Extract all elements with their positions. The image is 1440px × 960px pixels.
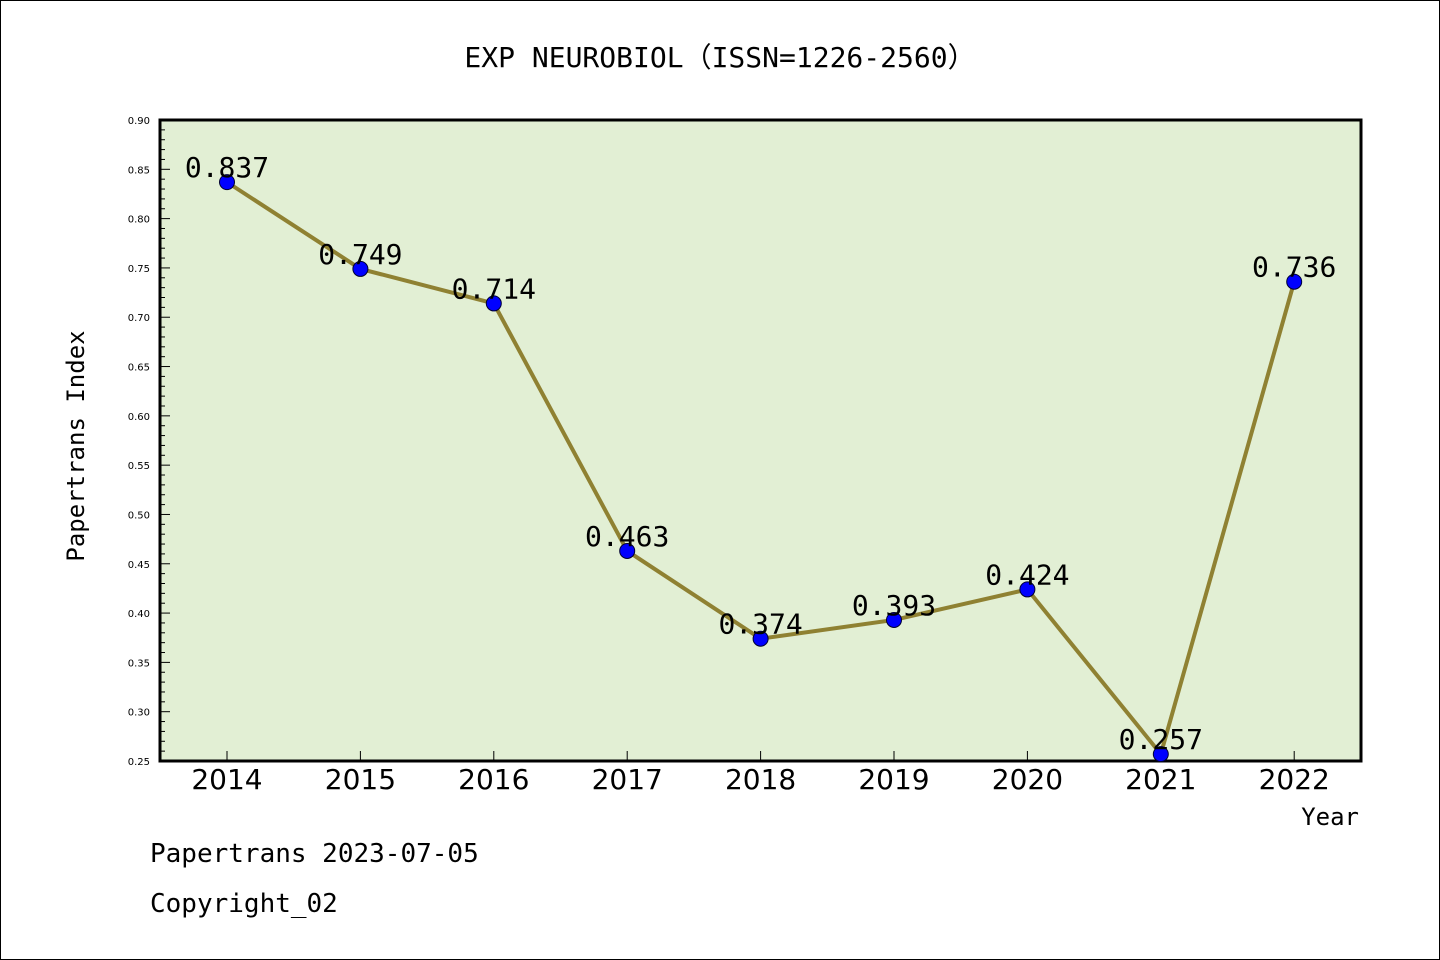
x-tick-label: 2022 [1259,763,1330,796]
y-tick-label: 0.85 [128,165,150,176]
data-point [352,260,369,277]
plot-area [158,118,1363,763]
data-point [485,295,502,312]
x-axis: 2014 2015 2016 2017 2018 2019 2020 2021 2022 [191,751,1330,796]
data-point [619,542,636,559]
data-label: 0.736 [1252,251,1336,284]
footer-copyright: Copyright_02 [150,889,338,919]
y-axis-label: Papertrans Index [62,330,90,561]
x-tick-label: 2021 [1125,763,1196,796]
data-point [1152,746,1169,763]
data-labels: 0.837 0.749 0.714 0.463 0.374 0.393 0.424 0.257… [185,151,1336,756]
y-tick-label: 0.75 [128,264,150,275]
y-tick-label: 0.70 [128,313,150,324]
chart-title: EXP NEUROBIOL（ISSN=1226-2560） [464,41,975,74]
data-label: 0.374 [718,608,802,641]
y-tick-label: 0.35 [128,658,150,669]
y-tick-label: 0.60 [128,412,150,423]
y-tick-label: 0.90 [128,116,150,127]
y-tick-label: 0.30 [128,708,150,719]
data-label: 0.257 [1119,723,1203,756]
y-tick-label: 0.65 [128,363,150,374]
data-points [219,174,1303,763]
data-label: 0.393 [852,589,936,622]
data-label: 0.837 [185,151,269,184]
data-label: 0.424 [985,558,1069,591]
data-point [886,611,902,628]
data-label: 0.463 [585,520,669,553]
y-tick-label: 0.55 [128,461,150,472]
y-tick-label: 0.25 [128,757,150,768]
x-tick-label: 2020 [992,763,1063,796]
x-tick-label: 2018 [725,763,796,796]
footer-date: Papertrans 2023-07-05 [150,839,479,869]
y-tick-label: 0.45 [128,560,150,571]
data-label: 0.749 [318,238,402,271]
x-tick-label: 2019 [858,763,929,796]
y-tick-label: 0.50 [128,510,150,521]
y-tick-label: 0.80 [128,215,150,226]
x-tick-label: 2014 [191,763,262,796]
data-point [752,630,769,647]
y-axis: 0.25 0.30 0.35 0.40 0.45 0.50 0.55 0.60 0.65 0.70… [128,116,170,768]
x-tick-label: 2016 [458,763,529,796]
x-tick-label: 2015 [325,763,396,796]
x-tick-label: 2017 [592,763,663,796]
data-point [1286,273,1303,290]
x-axis-label: Year [1301,803,1359,831]
data-point [219,174,235,191]
y-tick-label: 0.40 [128,609,150,620]
data-label: 0.714 [452,272,536,305]
data-point [1019,581,1036,598]
